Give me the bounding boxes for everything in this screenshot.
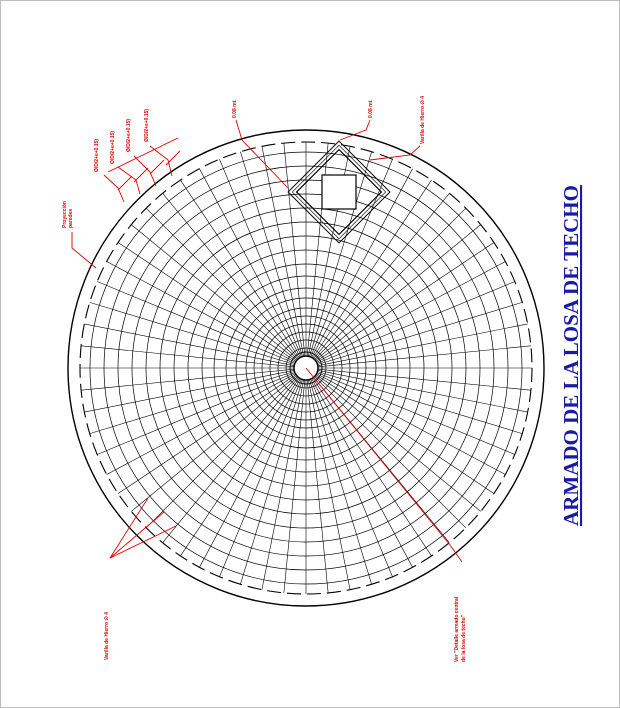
radial-bar <box>309 379 372 585</box>
drawing-title: ARMADO DE LA LOSA DE TECHO <box>559 185 583 526</box>
radial-bar <box>162 193 299 359</box>
radial-bar <box>317 345 531 368</box>
radial-bar <box>131 224 297 361</box>
radial-bar <box>219 378 302 577</box>
radial-bar <box>316 373 506 475</box>
radial-bar <box>314 376 467 529</box>
radial-bar <box>261 379 304 590</box>
dim-base-line <box>107 137 179 173</box>
radial-bar <box>316 281 515 364</box>
radial-bar <box>311 168 413 358</box>
radial-bar <box>81 345 295 368</box>
radial-bar <box>84 323 295 366</box>
dim-tick <box>117 175 133 191</box>
radial-bar <box>283 379 306 593</box>
leader-dim-1 <box>103 174 125 203</box>
radial-bar <box>180 377 300 557</box>
annotation-labels: Proyección paredes Ø/D/2+e+0.15) Ø/D/2+e… <box>62 96 467 662</box>
manhole-opening <box>321 174 357 210</box>
radial-bar <box>89 302 295 365</box>
radial-bar <box>84 370 295 413</box>
center-ring <box>289 351 323 385</box>
radial-bar <box>311 378 413 568</box>
radial-bar <box>180 179 300 359</box>
radial-bar <box>315 375 481 512</box>
radial-bar <box>199 378 301 568</box>
leader-ver-detalle <box>305 367 463 563</box>
leader-varilla-a <box>109 497 149 559</box>
radial-bar <box>306 379 329 593</box>
radial-bar <box>315 374 495 494</box>
opening-trim-bars <box>287 140 391 244</box>
radial-bar <box>117 374 297 494</box>
radial-bar <box>316 372 515 455</box>
radial-bar <box>317 368 531 391</box>
label-ver-detalle-1: Ver "Detalle armado central <box>454 596 460 662</box>
radial-bar <box>106 373 296 475</box>
slab-edge <box>67 129 545 607</box>
label-proyeccion-2: paredes <box>68 209 74 228</box>
label-dim-4: Ø/D/2+e+0.15) <box>144 109 150 142</box>
radial-bar <box>310 159 393 358</box>
annotation-leaders <box>71 119 463 563</box>
leader-proyeccion <box>71 232 97 269</box>
radial-bar <box>317 323 528 366</box>
radial-bar <box>97 281 296 364</box>
radial-bar <box>261 146 304 357</box>
leader-dim-4 <box>149 145 173 177</box>
leader-spacing-right <box>339 119 371 141</box>
leader-dim-2 <box>117 166 141 195</box>
radial-bar <box>199 168 301 358</box>
radial-bar <box>89 371 295 434</box>
leader-varilla-top <box>369 145 421 161</box>
radial-bar <box>97 372 296 455</box>
label-proyeccion-1: Proyección <box>62 201 68 228</box>
radial-bar <box>106 261 296 363</box>
radial-bar <box>240 151 303 357</box>
radial-bar <box>317 371 523 434</box>
radial-bar <box>145 376 298 529</box>
radial-bar <box>313 193 450 359</box>
radial-bar <box>315 224 481 361</box>
leader-varilla-b <box>109 511 165 559</box>
radial-bar <box>316 261 506 363</box>
radial-bar <box>240 379 303 585</box>
dim-tick <box>165 150 181 166</box>
radial-bar <box>81 368 295 391</box>
radial-bar <box>310 378 393 577</box>
radial-bar <box>312 179 432 359</box>
radial-bar <box>145 207 298 360</box>
radial-bar <box>309 151 372 357</box>
label-dim-2: Ø/D/2+e+0.15) <box>110 131 116 164</box>
radial-bar <box>162 377 299 543</box>
radial-bar <box>314 207 467 360</box>
label-spacing-right: 0.08 mt. <box>368 99 374 118</box>
radial-bar <box>219 159 302 358</box>
radial-bar <box>317 302 523 365</box>
label-spacing-left: 0.08 mt. <box>232 99 238 118</box>
leader-varilla-c <box>109 525 177 559</box>
radial-bar <box>117 242 297 362</box>
leader-dim-3 <box>133 155 157 187</box>
label-dim-3: Ø/D/2+e+0.15) <box>126 119 132 152</box>
radial-bar <box>312 377 432 557</box>
label-varilla-bottom: Varilla de Hierro ∅ 4 <box>104 612 110 660</box>
radial-bar <box>283 143 306 357</box>
radial-bar <box>315 242 495 362</box>
radial-bar <box>308 379 351 590</box>
label-ver-detalle-2: de la losa de techo" <box>461 614 467 662</box>
radial-bar <box>317 370 528 413</box>
dim-tick <box>133 167 149 183</box>
leader-spacing-left <box>235 119 289 189</box>
radial-bar <box>131 375 297 512</box>
label-dim-1: Ø/D/2+e+0.15) <box>94 139 100 172</box>
dim-tick <box>149 159 165 175</box>
label-varilla-top: Varilla de Hierro ∅ 4 <box>420 96 426 144</box>
opening-detail <box>287 140 391 244</box>
